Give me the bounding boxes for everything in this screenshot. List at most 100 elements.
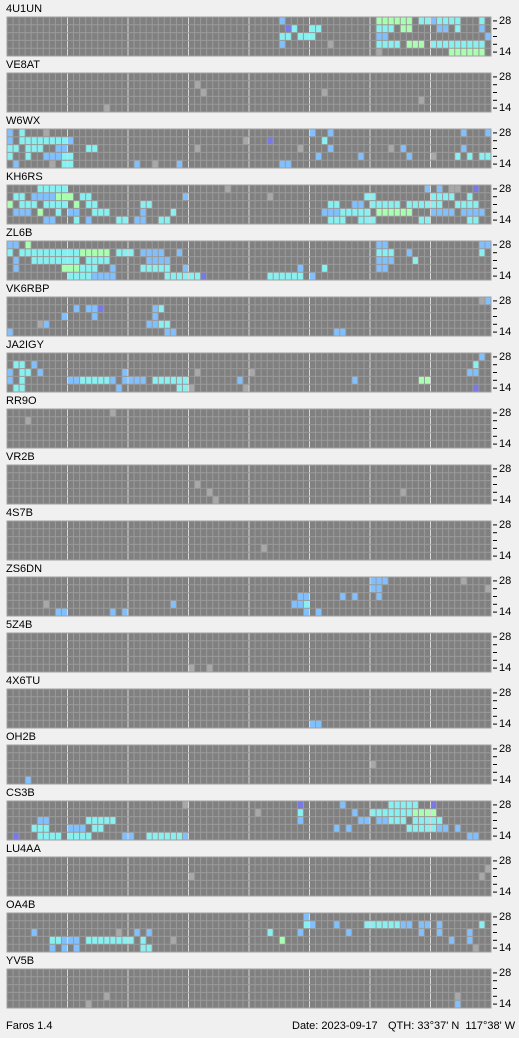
signal-cell <box>194 480 201 489</box>
signal-cell <box>85 816 116 825</box>
signal-cell <box>327 144 334 153</box>
signal-cell <box>37 368 44 377</box>
grid-frame <box>6 688 492 729</box>
station-name: OH2B <box>6 731 36 743</box>
signal-cell <box>170 600 177 609</box>
band-label: 14 <box>499 438 511 450</box>
grid-frame <box>6 16 492 57</box>
signal-cell <box>291 24 298 33</box>
signal-cell <box>424 185 431 193</box>
signal-cell <box>406 824 437 833</box>
signal-cell <box>134 160 141 168</box>
grid-frame <box>6 240 492 281</box>
signal-cell <box>376 48 383 56</box>
station-name: YV5B <box>6 955 34 967</box>
band-label: 14 <box>499 942 511 954</box>
signal-cell <box>236 376 243 385</box>
grid-frame <box>6 800 492 841</box>
signal-cell <box>55 208 62 217</box>
grid-frame <box>6 576 492 617</box>
signal-cell <box>55 192 74 201</box>
signal-cell <box>303 608 310 616</box>
signal-cell <box>212 496 219 504</box>
signal-cell <box>297 801 304 809</box>
band-label: 14 <box>499 886 511 898</box>
signal-cell <box>61 312 68 321</box>
signal-cell <box>7 328 14 336</box>
signal-cell <box>376 24 395 33</box>
signal-cell <box>194 144 201 153</box>
band-label: 14 <box>499 662 511 674</box>
signal-cell <box>85 216 92 224</box>
signal-cell <box>454 1000 461 1008</box>
signal-cell <box>321 88 328 97</box>
signal-cell <box>31 256 62 265</box>
signal-cell <box>134 928 141 937</box>
signal-cell <box>73 216 80 224</box>
signal-cell <box>297 816 304 825</box>
signal-cell <box>176 160 183 168</box>
signal-cell <box>309 129 316 137</box>
signal-cell <box>188 664 195 672</box>
signal-cell <box>466 152 473 161</box>
signal-cell <box>297 592 304 601</box>
signal-cell <box>43 152 62 161</box>
signal-cell <box>7 248 14 257</box>
band-label: 28 <box>499 855 511 867</box>
signal-cell <box>37 185 68 193</box>
signal-cell <box>25 241 32 249</box>
band-label: 14 <box>499 774 511 786</box>
signal-cell <box>388 144 395 153</box>
signal-cell <box>170 208 177 217</box>
signal-cell <box>267 136 274 145</box>
signal-cell <box>31 928 38 937</box>
signal-cell <box>140 376 147 385</box>
band-label: 14 <box>499 494 511 506</box>
signal-cell <box>13 256 20 265</box>
signal-cell <box>194 368 201 377</box>
signal-cell <box>285 24 292 33</box>
station-name: JA2IGY <box>6 339 45 351</box>
grid-frame <box>6 184 492 225</box>
grid-frame <box>6 464 492 505</box>
signal-cell <box>351 808 358 817</box>
station-name: 5Z4B <box>6 619 32 631</box>
station-name: RR9O <box>6 395 37 407</box>
signal-cell <box>303 592 310 601</box>
signal-cell <box>430 152 437 161</box>
date: Date: 2023-09-17 <box>292 1020 378 1032</box>
signal-cell <box>13 208 32 217</box>
signal-cell <box>188 384 195 392</box>
signal-cell <box>255 808 262 817</box>
signal-cell <box>25 152 32 161</box>
signal-cell <box>242 384 249 392</box>
band-label: 28 <box>499 183 511 195</box>
signal-cell <box>73 200 80 209</box>
signal-cell <box>279 936 286 945</box>
signal-cell <box>297 144 304 153</box>
grid-frame <box>6 856 492 897</box>
signal-cell <box>73 944 80 952</box>
signal-cell <box>91 208 110 217</box>
signal-cell <box>309 920 316 929</box>
signal-cell <box>182 192 189 201</box>
signal-cell <box>188 872 195 881</box>
signal-cell <box>121 368 128 377</box>
signal-cell <box>261 544 268 553</box>
band-label: 14 <box>499 102 511 114</box>
band-label: 28 <box>499 351 511 363</box>
signal-cell <box>466 928 473 937</box>
signal-cell <box>109 409 116 417</box>
signal-cell <box>327 216 346 224</box>
grid-frame <box>6 632 492 673</box>
signal-cell <box>146 320 153 329</box>
signal-cell <box>224 185 231 193</box>
band-label: 28 <box>499 967 511 979</box>
signal-cell <box>303 913 310 921</box>
band-label: 14 <box>499 998 511 1010</box>
signal-cell <box>370 200 401 209</box>
signal-cell <box>206 488 213 497</box>
signal-cell <box>152 160 159 168</box>
signal-cell <box>7 152 14 161</box>
